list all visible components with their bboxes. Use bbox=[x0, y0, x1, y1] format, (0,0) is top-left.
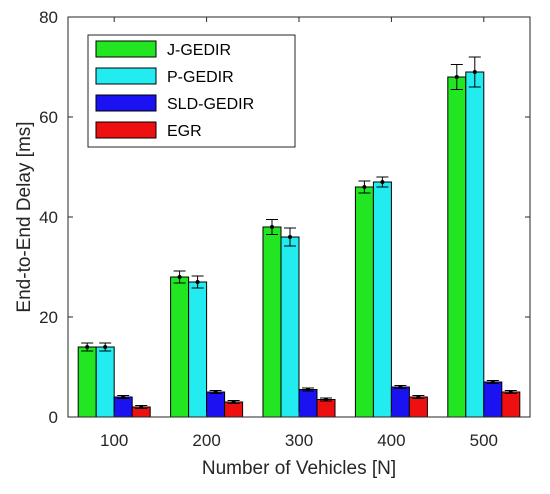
bars-layer bbox=[77, 71, 521, 418]
bar-j-gedir-500 bbox=[447, 76, 467, 418]
x-tick-label-300: 300 bbox=[285, 431, 313, 450]
legend-label-p-gedir: P-GEDIR bbox=[167, 69, 234, 86]
bar-j-gedir-300 bbox=[262, 226, 282, 418]
y-tick-label-40: 40 bbox=[39, 208, 58, 227]
x-tick-label-100: 100 bbox=[100, 431, 128, 450]
y-tick-label-80: 80 bbox=[39, 8, 58, 27]
bar-egr-200 bbox=[224, 401, 244, 418]
bar-j-gedir-100 bbox=[77, 346, 97, 418]
bar-egr-400 bbox=[408, 396, 428, 418]
error-bar-sld-gedir-400 bbox=[394, 385, 407, 389]
error-bar-p-gedir-500 bbox=[468, 56, 481, 88]
error-bar-p-gedir-300 bbox=[284, 227, 296, 247]
legend-swatch-sld-gedir bbox=[95, 94, 157, 112]
bar-p-gedir-500 bbox=[465, 71, 485, 418]
bar-sld-gedir-400 bbox=[390, 386, 410, 418]
error-bar-j-gedir-200 bbox=[173, 270, 186, 284]
y-tick-label-20: 20 bbox=[39, 308, 58, 327]
error-bar-p-gedir-200 bbox=[191, 275, 204, 289]
legend-swatch-egr bbox=[95, 121, 157, 139]
y-tick-label-0: 0 bbox=[49, 408, 58, 427]
y-tick-label-60: 60 bbox=[39, 108, 58, 127]
bar-egr-300 bbox=[316, 399, 336, 418]
error-bar-sld-gedir-300 bbox=[302, 387, 314, 392]
bar-egr-500 bbox=[501, 391, 521, 418]
y-axis-label: End-to-End Delay [ms] bbox=[14, 121, 35, 312]
x-axis-label: Number of Vehicles [N] bbox=[202, 458, 396, 479]
error-bar-egr-200 bbox=[227, 400, 240, 404]
bar-sld-gedir-300 bbox=[298, 389, 318, 418]
legend-label-j-gedir: J-GEDIR bbox=[167, 42, 231, 59]
bar-p-gedir-200 bbox=[188, 281, 208, 418]
error-bar-egr-300 bbox=[320, 397, 332, 402]
bar-sld-gedir-100 bbox=[113, 396, 133, 418]
bar-j-gedir-200 bbox=[170, 276, 190, 418]
error-bar-sld-gedir-500 bbox=[486, 380, 499, 384]
bar-sld-gedir-500 bbox=[483, 381, 503, 418]
ticks-layer bbox=[68, 16, 530, 418]
bar-p-gedir-100 bbox=[95, 346, 115, 418]
bar-sld-gedir-200 bbox=[206, 391, 226, 418]
error-bar-j-gedir-400 bbox=[358, 180, 371, 194]
x-tick-label-200: 200 bbox=[192, 431, 220, 450]
bar-p-gedir-400 bbox=[372, 181, 392, 418]
error-bars-layer bbox=[81, 56, 517, 409]
legend-label-egr: EGR bbox=[167, 123, 202, 140]
y-tick-labels: 0 20 40 60 80 bbox=[39, 8, 58, 427]
error-bar-egr-100 bbox=[135, 405, 148, 409]
bar-p-gedir-300 bbox=[280, 236, 300, 418]
error-bar-p-gedir-400 bbox=[376, 176, 389, 188]
x-tick-label-400: 400 bbox=[377, 431, 405, 450]
error-bar-egr-500 bbox=[504, 390, 517, 394]
bar-j-gedir-400 bbox=[354, 186, 374, 418]
legend-label-sld-gedir: SLD-GEDIR bbox=[167, 96, 254, 113]
error-bar-j-gedir-100 bbox=[81, 342, 94, 352]
error-bar-j-gedir-500 bbox=[450, 64, 463, 90]
legend: J-GEDIR P-GEDIR SLD-GEDIR EGR bbox=[87, 34, 296, 148]
error-bar-j-gedir-300 bbox=[266, 219, 278, 235]
error-bar-p-gedir-100 bbox=[99, 342, 112, 352]
legend-swatch-p-gedir bbox=[95, 67, 157, 85]
legend-swatch-j-gedir bbox=[95, 40, 157, 58]
x-tick-labels: 100 200 300 400 500 bbox=[100, 431, 498, 450]
error-bar-egr-400 bbox=[412, 395, 425, 399]
error-bar-sld-gedir-200 bbox=[209, 390, 222, 394]
error-bar-sld-gedir-100 bbox=[117, 395, 130, 399]
x-tick-label-500: 500 bbox=[470, 431, 498, 450]
